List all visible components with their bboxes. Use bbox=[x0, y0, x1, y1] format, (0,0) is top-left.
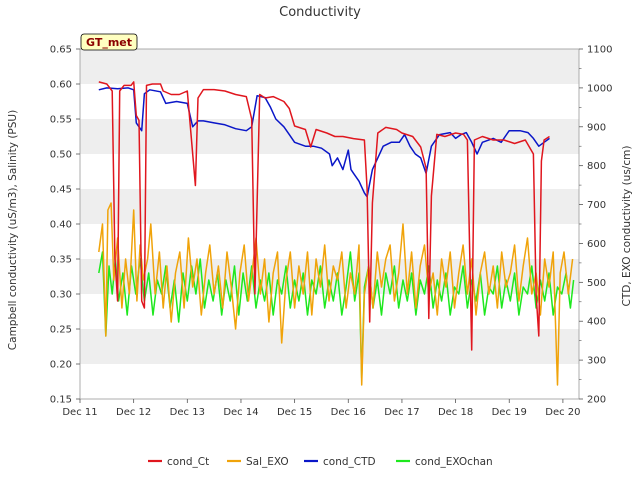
station-tag: GT_met bbox=[80, 33, 138, 51]
right-tick-label: 500 bbox=[587, 278, 606, 289]
right-tick-label: 400 bbox=[587, 317, 606, 328]
legend: cond_Ct Sal_EXO cond_CTD cond_EXOchan bbox=[148, 456, 493, 468]
x-tick-label: Dec 13 bbox=[170, 407, 205, 418]
series-lines bbox=[98, 81, 575, 386]
y-axis-right-label: CTD, EXO conductivity (us/cm) bbox=[621, 146, 633, 307]
left-tick-label: 0.50 bbox=[50, 150, 72, 161]
right-tick-label: 600 bbox=[587, 239, 606, 250]
right-tick-label: 1100 bbox=[587, 45, 612, 56]
x-tick-label: Dec 12 bbox=[116, 407, 151, 418]
right-tick-label: 300 bbox=[587, 356, 606, 367]
left-tick-label: 0.25 bbox=[50, 325, 72, 336]
x-tick-label: Dec 15 bbox=[277, 407, 312, 418]
left-tick-label: 0.30 bbox=[50, 290, 72, 301]
x-axis-ticks: Dec 11 Dec 12 Dec 13 Dec 14 Dec 15 Dec 16 Dec … bbox=[62, 399, 581, 418]
legend-label: cond_Ct bbox=[167, 456, 209, 468]
left-tick-label: 0.35 bbox=[50, 255, 72, 266]
series-line-cond-ctd bbox=[98, 87, 550, 198]
x-tick-label: Dec 18 bbox=[438, 407, 473, 418]
left-axis-ticks: 0.15 0.20 0.25 0.30 0.35 0.40 0.45 0.50 0.55 0.60… bbox=[50, 45, 80, 406]
right-tick-label: 700 bbox=[587, 200, 606, 211]
x-tick-label: Dec 19 bbox=[492, 407, 527, 418]
right-tick-label: 1000 bbox=[587, 83, 612, 94]
background-bands bbox=[80, 49, 579, 399]
legend-item-cond-ct: cond_Ct bbox=[148, 456, 209, 468]
legend-item-sal-exo: Sal_EXO bbox=[227, 456, 289, 468]
station-tag-label: GT_met bbox=[86, 36, 132, 49]
x-tick-label: Dec 20 bbox=[545, 407, 580, 418]
x-tick-label: Dec 11 bbox=[62, 407, 97, 418]
grid-band bbox=[80, 119, 579, 154]
right-tick-label: 200 bbox=[587, 395, 606, 406]
series-line-cond-ct bbox=[98, 81, 550, 351]
left-tick-label: 0.60 bbox=[50, 80, 72, 91]
legend-label: cond_EXOchan bbox=[415, 456, 493, 468]
legend-item-cond-exochan: cond_EXOchan bbox=[396, 456, 493, 468]
x-tick-label: Dec 16 bbox=[331, 407, 366, 418]
y-axis-left-label: Campbell conductivity (uS/m3), Salinity … bbox=[7, 110, 19, 350]
left-tick-label: 0.55 bbox=[50, 115, 72, 126]
right-axis-ticks: 200 300 400 500 600 700 800 900 1000 1100 bbox=[579, 45, 612, 406]
legend-label: Sal_EXO bbox=[246, 456, 289, 468]
grid-band bbox=[80, 329, 579, 364]
left-tick-label: 0.15 bbox=[50, 395, 72, 406]
chart-title: Conductivity bbox=[279, 5, 361, 20]
right-tick-label: 900 bbox=[587, 122, 606, 133]
left-tick-label: 0.45 bbox=[50, 185, 72, 196]
grid-band bbox=[80, 189, 579, 224]
legend-item-cond-ctd: cond_CTD bbox=[304, 456, 376, 468]
right-tick-label: 800 bbox=[587, 161, 606, 172]
left-tick-label: 0.40 bbox=[50, 220, 72, 231]
series-line-cond-exochan bbox=[98, 251, 575, 379]
series-line-sal-exo bbox=[98, 202, 574, 386]
x-tick-label: Dec 17 bbox=[384, 407, 419, 418]
left-tick-label: 0.65 bbox=[50, 45, 72, 56]
left-tick-label: 0.20 bbox=[50, 360, 72, 371]
x-tick-label: Dec 14 bbox=[223, 407, 258, 418]
legend-label: cond_CTD bbox=[323, 456, 376, 468]
grid-band bbox=[80, 49, 579, 84]
